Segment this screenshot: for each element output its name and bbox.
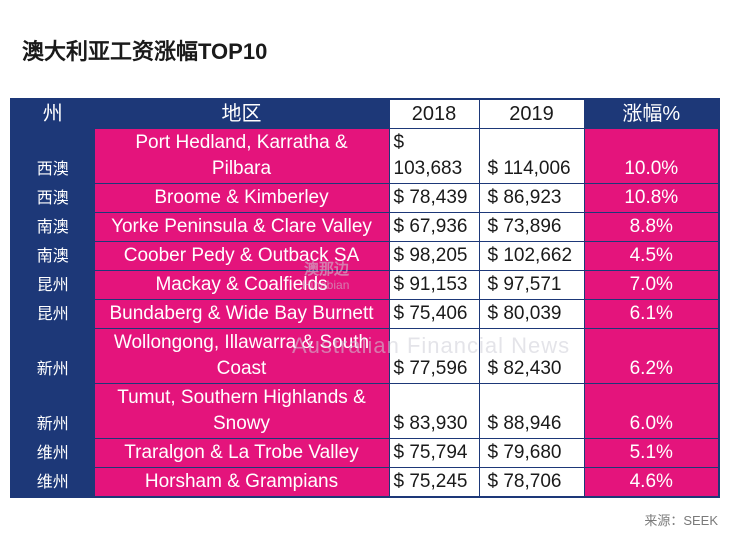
salary-2019-cell: $ 97,571 bbox=[478, 270, 585, 300]
region-label: Mackay & Coalfields bbox=[155, 274, 328, 295]
region-label: Broome & Kimberley bbox=[154, 187, 329, 208]
table-row: 南澳 Yorke Peninsula & Clare Valley $ 67,936… bbox=[10, 212, 720, 242]
header-change: 涨幅% bbox=[583, 98, 720, 129]
state-cell: 维州 bbox=[10, 438, 95, 468]
header-2019: 2019 bbox=[478, 98, 585, 129]
region-cell: Bundaberg & Wide Bay Burnett bbox=[93, 299, 390, 329]
change-cell: 10.0% bbox=[583, 128, 720, 184]
salary-2018-cell: $ 91,153 bbox=[388, 270, 480, 300]
region-cell: Traralgon & La Trobe Valley bbox=[93, 438, 390, 468]
salary-2018-cell: $ 75,245 bbox=[388, 467, 480, 498]
region-label: Horsham & Grampians bbox=[144, 471, 339, 492]
salary-2019-cell: $ 79,680 bbox=[478, 438, 585, 468]
change-cell: 6.1% bbox=[583, 299, 720, 329]
state-cell: 南澳 bbox=[10, 212, 95, 242]
salary-2019-cell: $ 80,039 bbox=[478, 299, 585, 329]
header-row: 州 地区 2018 2019 涨幅% bbox=[10, 98, 720, 129]
table-row: 新州 Wollongong, Illawarra & South Coast $ 7… bbox=[10, 328, 720, 384]
change-cell: 6.2% bbox=[583, 328, 720, 384]
region-label: Bundaberg & Wide Bay Burnett bbox=[109, 303, 374, 324]
region-cell: Port Hedland, Karratha & Pilbara bbox=[93, 128, 390, 184]
source-note: 来源：SEEK bbox=[644, 513, 718, 528]
header-state: 州 bbox=[10, 98, 95, 129]
region-cell: Horsham & Grampians bbox=[93, 467, 390, 498]
region-label: Tumut, Southern Highlands & Snowy bbox=[117, 387, 366, 434]
salary-2018-cell: $ 75,794 bbox=[388, 438, 480, 468]
table-row: 维州 Traralgon & La Trobe Valley $ 75,794 $ 7… bbox=[10, 438, 720, 468]
region-label: Traralgon & La Trobe Valley bbox=[124, 442, 359, 463]
table-row: 西澳 Broome & Kimberley $ 78,439 $ 86,923 10.8… bbox=[10, 183, 720, 213]
table-row: 新州 Tumut, Southern Highlands & Snowy $ 83,… bbox=[10, 383, 720, 439]
salary-2019-cell: $ 78,706 bbox=[478, 467, 585, 498]
table-row: 昆州 Bundaberg & Wide Bay Burnett $ 75,406 $ … bbox=[10, 299, 720, 329]
salary-2018-cell: $ 103,683 bbox=[388, 128, 480, 184]
salary-2019-cell: $ 86,923 bbox=[478, 183, 585, 213]
region-label: Wollongong, Illawarra & South Coast bbox=[113, 332, 370, 379]
state-cell: 新州 bbox=[10, 328, 95, 384]
state-cell: 昆州 bbox=[10, 270, 95, 300]
region-label: Yorke Peninsula & Clare Valley bbox=[111, 216, 372, 237]
change-cell: 5.1% bbox=[583, 438, 720, 468]
state-cell: 西澳 bbox=[10, 128, 95, 184]
state-cell: 维州 bbox=[10, 467, 95, 498]
state-cell: 西澳 bbox=[10, 183, 95, 213]
salary-2019-cell: $ 88,946 bbox=[478, 383, 585, 439]
salary-2019-cell: $ 114,006 bbox=[478, 128, 585, 184]
state-cell: 南澳 bbox=[10, 241, 95, 271]
salary-2018-cell: $ 83,930 bbox=[388, 383, 480, 439]
region-cell: Mackay & Coalfields bbox=[93, 270, 390, 300]
change-cell: 10.8% bbox=[583, 183, 720, 213]
header-region: 地区 bbox=[93, 98, 390, 129]
salary-2019-cell: $ 82,430 bbox=[478, 328, 585, 384]
region-label: Port Hedland, Karratha & Pilbara bbox=[135, 132, 348, 179]
table-row: 维州 Horsham & Grampians $ 75,245 $ 78,706 4.6… bbox=[10, 467, 720, 498]
region-cell: Coober Pedy & Outback SA bbox=[93, 241, 390, 271]
table-row: 昆州 Mackay & Coalfields $ 91,153 $ 97,571 7.0… bbox=[10, 270, 720, 300]
change-cell: 4.6% bbox=[583, 467, 720, 498]
header-2018: 2018 bbox=[388, 98, 480, 129]
region-label: Coober Pedy & Outback SA bbox=[123, 245, 360, 266]
salary-2018-cell: $ 75,406 bbox=[388, 299, 480, 329]
change-cell: 8.8% bbox=[583, 212, 720, 242]
table-header: 州 地区 2018 2019 涨幅% bbox=[10, 98, 720, 129]
wage-growth-table: 州 地区 2018 2019 涨幅% 西澳 Port Hedland, Karra… bbox=[10, 98, 720, 498]
state-cell: 新州 bbox=[10, 383, 95, 439]
table-row: 西澳 Port Hedland, Karratha & Pilbara $ 103,… bbox=[10, 128, 720, 184]
state-cell: 昆州 bbox=[10, 299, 95, 329]
salary-2018-cell: $ 98,205 bbox=[388, 241, 480, 271]
salary-2019-cell: $ 102,662 bbox=[478, 241, 585, 271]
change-cell: 4.5% bbox=[583, 241, 720, 271]
salary-2018-cell: $ 67,936 bbox=[388, 212, 480, 242]
region-cell: Tumut, Southern Highlands & Snowy bbox=[93, 383, 390, 439]
change-cell: 7.0% bbox=[583, 270, 720, 300]
change-cell: 6.0% bbox=[583, 383, 720, 439]
page-title: 澳大利亚工资涨幅TOP10 bbox=[22, 39, 268, 64]
salary-2019-cell: $ 73,896 bbox=[478, 212, 585, 242]
table-body: 西澳 Port Hedland, Karratha & Pilbara $ 103,… bbox=[10, 128, 720, 498]
table-row: 南澳 Coober Pedy & Outback SA $ 98,205 $ 102,… bbox=[10, 241, 720, 271]
region-cell: Yorke Peninsula & Clare Valley bbox=[93, 212, 390, 242]
salary-2018-cell: $ 78,439 bbox=[388, 183, 480, 213]
region-cell: Wollongong, Illawarra & South Coast bbox=[93, 328, 390, 384]
region-cell: Broome & Kimberley bbox=[93, 183, 390, 213]
salary-2018-cell: $ 77,596 bbox=[388, 328, 480, 384]
